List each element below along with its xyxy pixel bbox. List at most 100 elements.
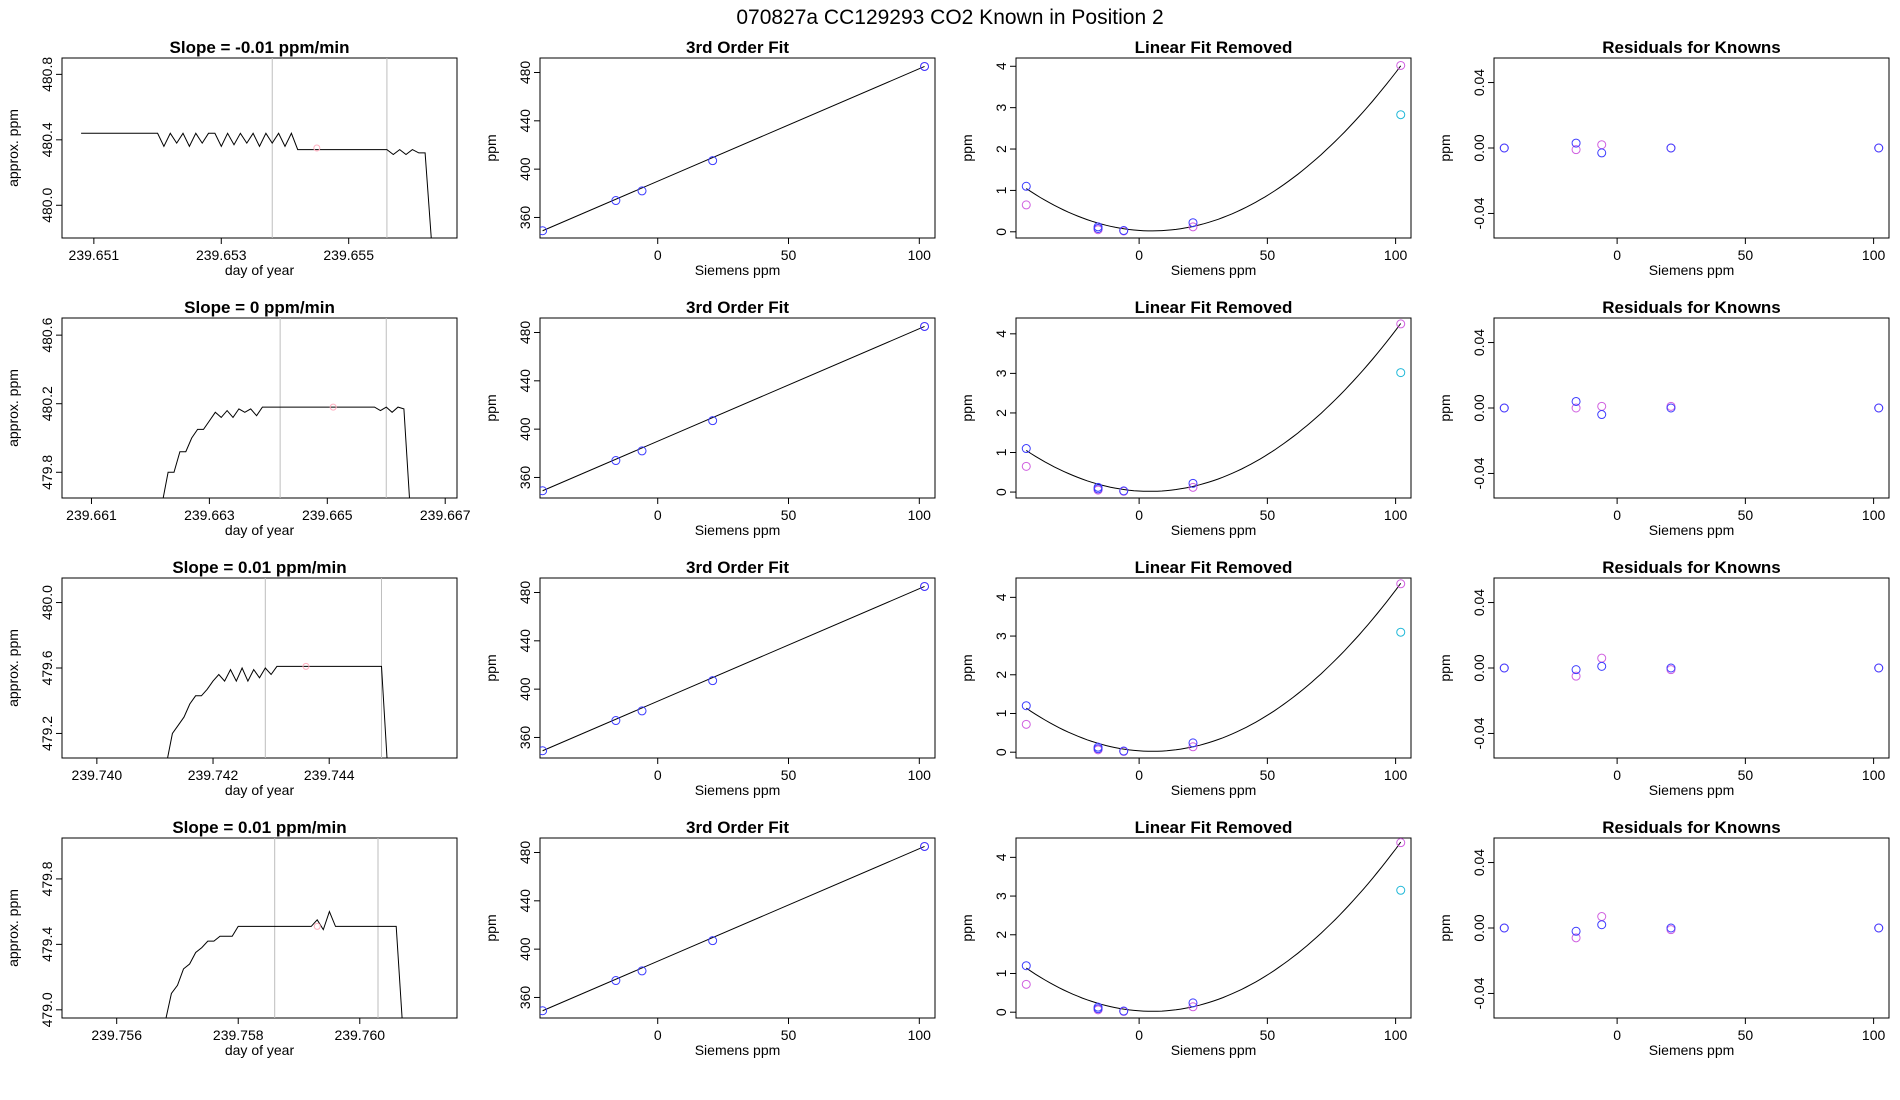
x-tick-label: 239.667 (420, 507, 471, 523)
x-axis-label: Siemens ppm (695, 1042, 781, 1058)
y-tick-label: 1 (993, 969, 1009, 977)
y-axis-label: approx. ppm (5, 889, 21, 967)
y-tick-label: 480.0 (39, 188, 55, 223)
y-axis-label: ppm (1437, 394, 1453, 421)
data-point (708, 416, 718, 426)
x-tick-label: 100 (1862, 1027, 1886, 1043)
data-point (1874, 923, 1884, 933)
panel-title: Slope = 0.01 ppm/min (172, 558, 346, 577)
plot-frame (539, 577, 936, 759)
panel-r2-c4: Residuals for Knowns 0 50 100 Siemens ppm -0.… (1437, 298, 1890, 538)
data-point (1119, 486, 1129, 496)
y-tick-label: 360 (517, 726, 533, 750)
x-tick-label: 0 (1135, 767, 1143, 783)
panel-title: Slope = -0.01 ppm/min (170, 38, 350, 57)
data-point (1571, 138, 1581, 148)
x-tick-label: 239.758 (213, 1027, 264, 1043)
y-tick-label: 0 (993, 488, 1009, 496)
y-tick-label: 400 (517, 157, 533, 181)
y-axis-label: ppm (483, 914, 499, 941)
y-tick-label: 480.4 (39, 122, 55, 157)
data-point (1571, 396, 1581, 406)
data-point (611, 716, 621, 726)
panel-title: Slope = 0 ppm/min (184, 298, 335, 317)
data-point (1021, 961, 1031, 971)
data-point (1666, 663, 1676, 673)
plot-frame (539, 317, 936, 499)
panel-r3-c4: Residuals for Knowns 0 50 100 Siemens ppm -0.… (1437, 558, 1890, 798)
x-tick-label: 100 (908, 507, 932, 523)
panel-r1-c2: 3rd Order Fit 0 50 100 Siemens ppm 360 400 440 4… (483, 38, 936, 278)
x-tick-label: 239.651 (69, 247, 120, 263)
data-point (540, 1006, 548, 1016)
y-tick-label: 480.2 (39, 386, 55, 421)
panel-title: Linear Fit Removed (1135, 558, 1293, 577)
data-point (313, 922, 321, 930)
panel-r3-c2: 3rd Order Fit 0 50 100 Siemens ppm 360 400 440 4… (483, 558, 936, 798)
y-tick-label: 440 (517, 109, 533, 133)
y-tick-label: 0.00 (1471, 134, 1487, 161)
panel-r4-c2: 3rd Order Fit 0 50 100 Siemens ppm 360 400 440 4… (483, 818, 936, 1058)
plot-frame (61, 577, 458, 759)
plot-area (1499, 912, 1884, 943)
x-tick-label: 50 (781, 507, 797, 523)
x-axis-label: Siemens ppm (1171, 1042, 1257, 1058)
x-tick-label: 50 (1260, 247, 1276, 263)
panel-title: 3rd Order Fit (686, 298, 789, 317)
y-tick-label: 4 (993, 853, 1009, 861)
data-point (1597, 140, 1607, 150)
data-point (313, 144, 321, 152)
series-line (162, 406, 410, 498)
data-point (540, 746, 548, 756)
data-point (1188, 738, 1198, 748)
panel-title: Residuals for Knowns (1602, 818, 1781, 837)
data-point (920, 841, 930, 851)
y-tick-label: -0.04 (1471, 457, 1487, 489)
data-point (611, 196, 621, 206)
series-line (81, 132, 432, 238)
data-point (1119, 1006, 1129, 1016)
fit-curve (1026, 323, 1402, 492)
x-axis-label: Siemens ppm (695, 262, 781, 278)
data-point (1021, 200, 1031, 210)
x-tick-label: 0 (1135, 507, 1143, 523)
plot-area (1021, 579, 1406, 756)
x-axis-label: Siemens ppm (1649, 262, 1735, 278)
y-tick-label: -0.04 (1471, 717, 1487, 749)
panel-title: Linear Fit Removed (1135, 818, 1293, 837)
y-tick-label: 4 (993, 593, 1009, 601)
y-tick-label: 480 (517, 321, 533, 345)
data-point (1571, 145, 1581, 155)
plot-area (1021, 319, 1406, 496)
data-point (1021, 719, 1031, 729)
y-axis-label: ppm (959, 134, 975, 161)
data-point (1093, 1004, 1103, 1014)
x-tick-label: 0 (1613, 767, 1621, 783)
data-point (708, 676, 718, 686)
data-point (1499, 923, 1509, 933)
x-tick-label: 0 (1613, 507, 1621, 523)
y-axis-label: ppm (959, 914, 975, 941)
y-tick-label: 440 (517, 629, 533, 653)
data-point (920, 61, 930, 71)
data-point (1597, 410, 1607, 420)
plot-frame (539, 837, 936, 1019)
y-tick-label: 0.04 (1471, 329, 1487, 356)
panel-title: Residuals for Knowns (1602, 298, 1781, 317)
y-tick-label: 480.0 (39, 585, 55, 620)
x-axis-label: Siemens ppm (1171, 782, 1257, 798)
panel-title: Slope = 0.01 ppm/min (172, 818, 346, 837)
y-tick-label: 0.04 (1471, 849, 1487, 876)
x-tick-label: 100 (908, 767, 932, 783)
y-tick-label: 360 (517, 986, 533, 1010)
plot-area (81, 58, 432, 238)
y-tick-label: 2 (993, 145, 1009, 153)
panel-title: Linear Fit Removed (1135, 298, 1293, 317)
data-point (1666, 923, 1676, 933)
plot-area (540, 841, 930, 1016)
data-point (1396, 627, 1406, 637)
plot-area (1499, 138, 1884, 158)
plot-frame (61, 837, 458, 1019)
x-axis-label: day of year (225, 262, 295, 278)
data-point (1571, 933, 1581, 943)
